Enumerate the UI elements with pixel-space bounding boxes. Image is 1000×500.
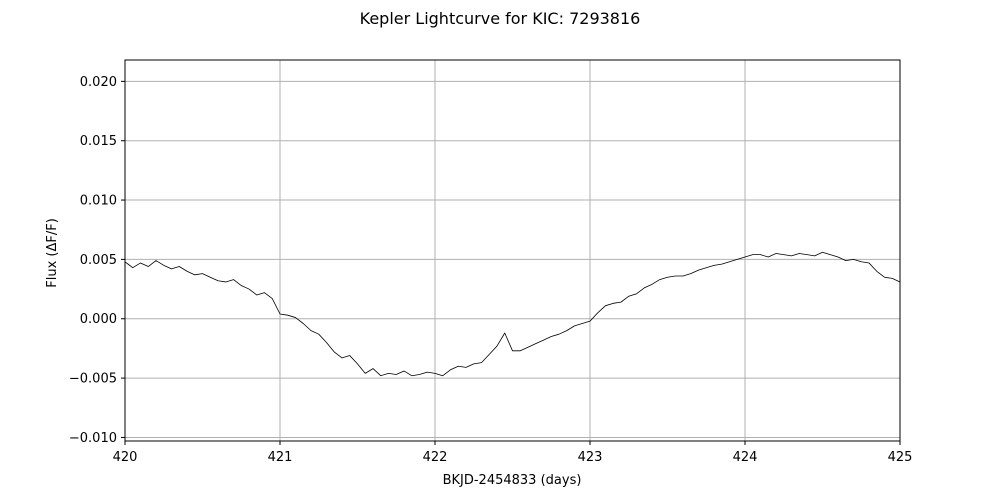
x-tick-label: 421	[268, 450, 293, 465]
y-tick-label: 0.010	[80, 194, 117, 209]
x-axis-label: BKJD-2454833 (days)	[443, 473, 582, 488]
y-tick-label: 0.000	[80, 312, 117, 327]
x-axis-ticks: 420 421 422 423 424 425	[113, 441, 913, 465]
x-tick-label: 425	[888, 450, 913, 465]
y-tick-label: 0.015	[80, 134, 117, 149]
y-tick-label: −0.010	[69, 431, 117, 446]
y-tick-label: 0.005	[80, 253, 117, 268]
y-tick-label: 0.020	[80, 75, 117, 90]
y-tick-label: −0.005	[69, 372, 117, 387]
flux-series-line	[124, 251, 901, 377]
chart-title: Kepler Lightcurve for KIC: 7293816	[360, 9, 641, 28]
series-layer	[124, 251, 901, 377]
y-axis-ticks: −0.010 −0.005 0.000 0.005 0.010 0.015 0.020	[69, 75, 125, 446]
x-tick-label: 423	[578, 450, 603, 465]
plot-area-frame	[124, 59, 901, 442]
x-tick-label: 424	[733, 450, 758, 465]
y-axis-label: Flux (ΔF/F)	[45, 218, 60, 288]
x-tick-label: 420	[113, 450, 138, 465]
x-tick-label: 422	[423, 450, 448, 465]
